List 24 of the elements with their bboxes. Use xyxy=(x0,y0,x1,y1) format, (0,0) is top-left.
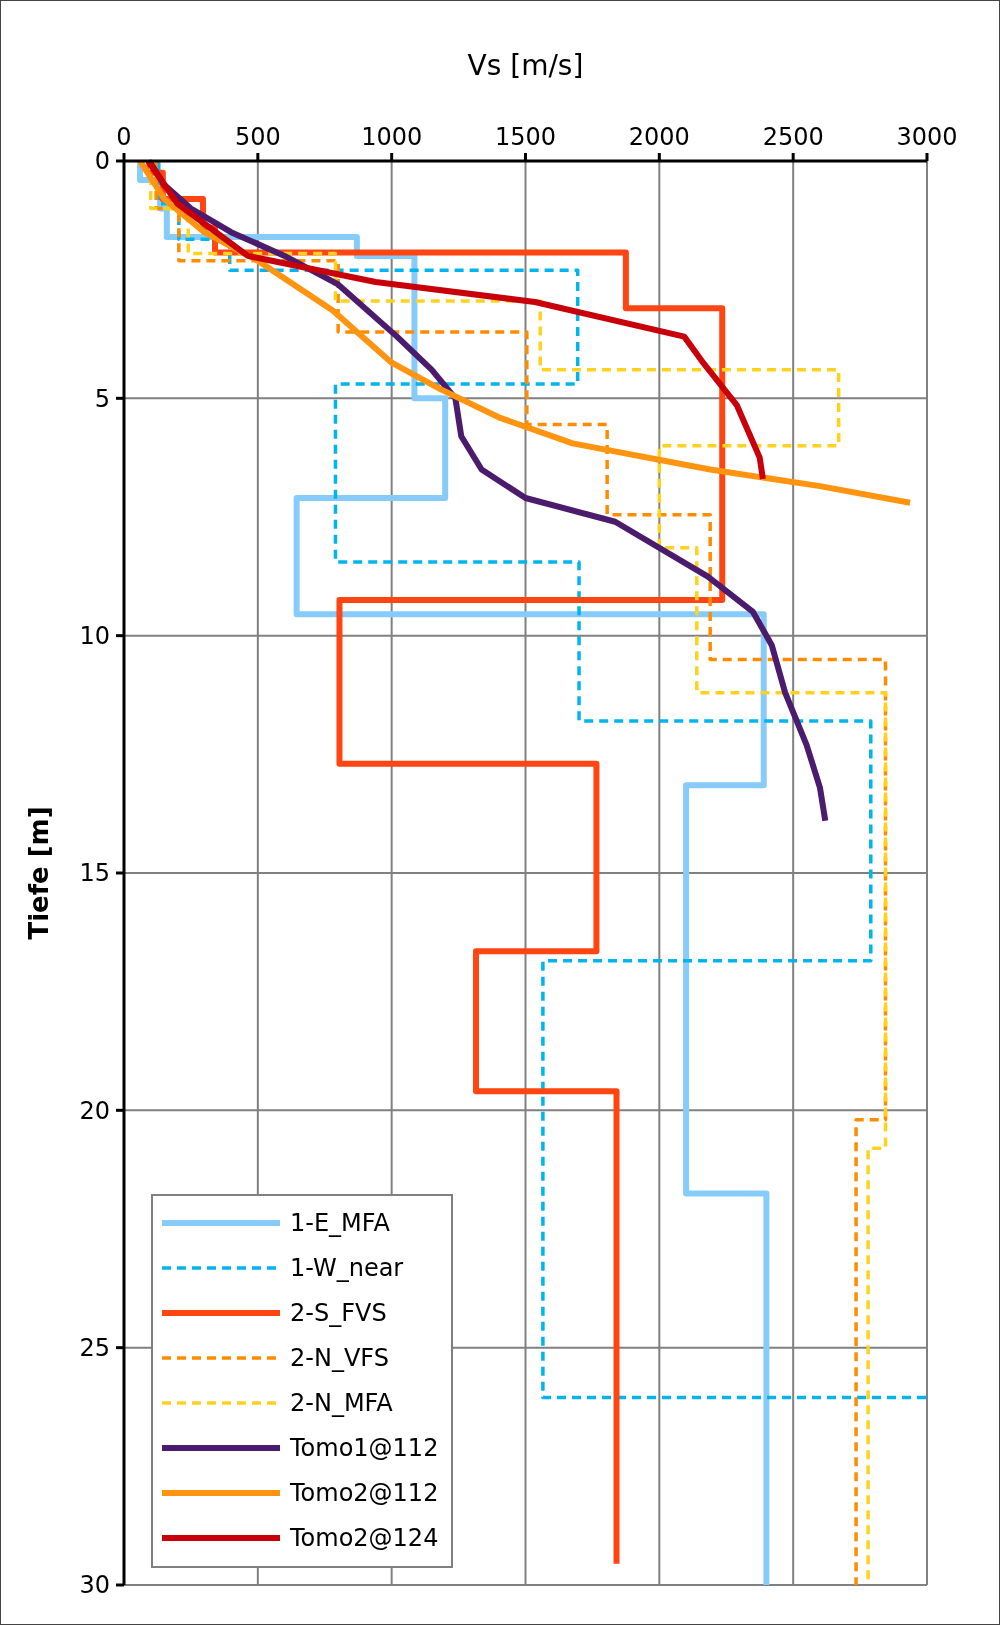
y-tick-label: 30 xyxy=(79,1571,110,1600)
x-tick-label: 2000 xyxy=(628,123,690,151)
legend-label: 2-N_MFA xyxy=(290,1389,394,1418)
y-tick-label: 25 xyxy=(79,1334,110,1363)
legend-label: 2-S_FVS xyxy=(290,1299,387,1328)
x-tick-label: 3000 xyxy=(896,123,958,151)
y-tick-label: 10 xyxy=(79,622,110,651)
legend-label: Tomo2@112 xyxy=(289,1479,439,1508)
x-tick-label: 1500 xyxy=(494,123,557,151)
x-tick-label: 0 xyxy=(116,123,132,151)
legend-label: Tomo2@124 xyxy=(289,1524,439,1553)
x-tick-label: 2500 xyxy=(762,123,824,151)
y-tick-label: 0 xyxy=(94,147,110,176)
x-axis-title: Vs [m/s] xyxy=(467,49,584,82)
x-tick-label: 500 xyxy=(234,123,281,151)
x-tick-label: 1000 xyxy=(361,123,423,151)
y-tick-label: 5 xyxy=(94,384,110,413)
y-tick-label: 20 xyxy=(79,1096,110,1125)
y-axis-title: Tiefe [m] xyxy=(24,806,54,940)
y-tick-label: 15 xyxy=(79,859,110,888)
legend-label: 2-N_VFS xyxy=(290,1344,389,1373)
legend-label: Tomo1@112 xyxy=(289,1434,439,1463)
legend-label: 1-W_near xyxy=(290,1254,404,1283)
legend-label: 1-E_MFA xyxy=(290,1209,391,1238)
